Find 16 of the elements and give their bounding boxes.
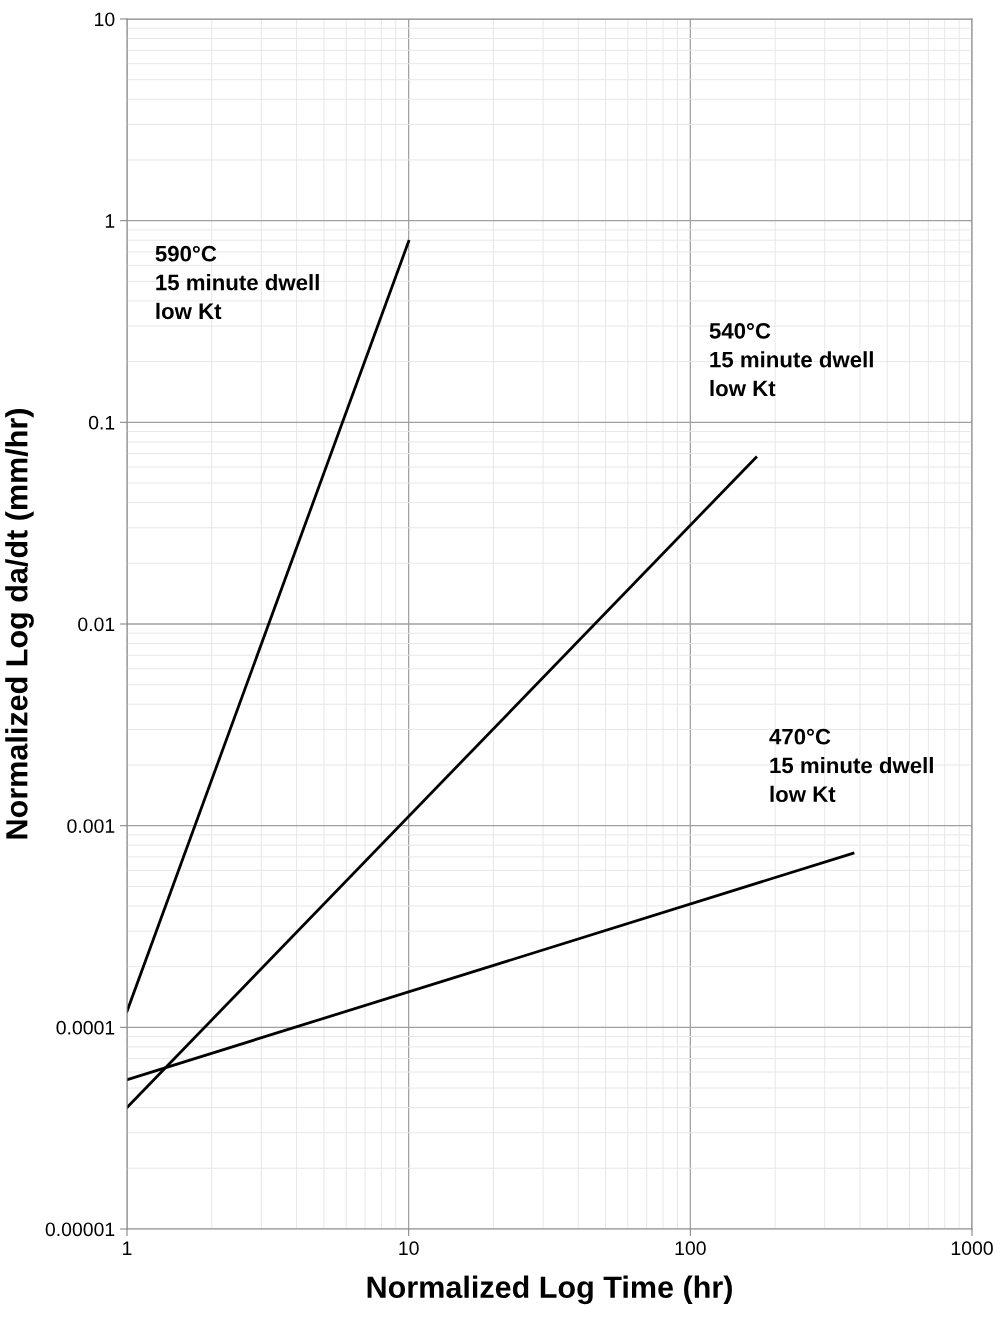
y-tick-label: 0.01 [78,617,115,632]
x-tick-label: 100 [675,1241,706,1256]
y-tick-label: 10 [95,12,115,27]
y-tick-label: 0.001 [67,819,115,833]
x-axis-title: Normalized Log Time (hr) [367,1275,732,1305]
y-tick-label: 1 [105,214,115,228]
x-tick-label: 1000 [951,1241,993,1256]
x-tick-label: 10 [399,1241,419,1256]
y-axis-title: Normalized Log da/dt (mm/hr) [5,409,34,839]
annotation: 590°C 15 minute dwell low Kt [155,245,319,320]
y-tick-label: 0.0001 [56,1020,115,1035]
y-tick-label: 0.00001 [45,1222,115,1237]
annotation: 540°C 15 minute dwell low Kt [709,323,873,397]
y-tick-label: 0.1 [88,415,115,430]
annotation: 470°C 15 minute dwell low Kt [769,728,933,803]
x-tick-label: 1 [123,1241,132,1255]
